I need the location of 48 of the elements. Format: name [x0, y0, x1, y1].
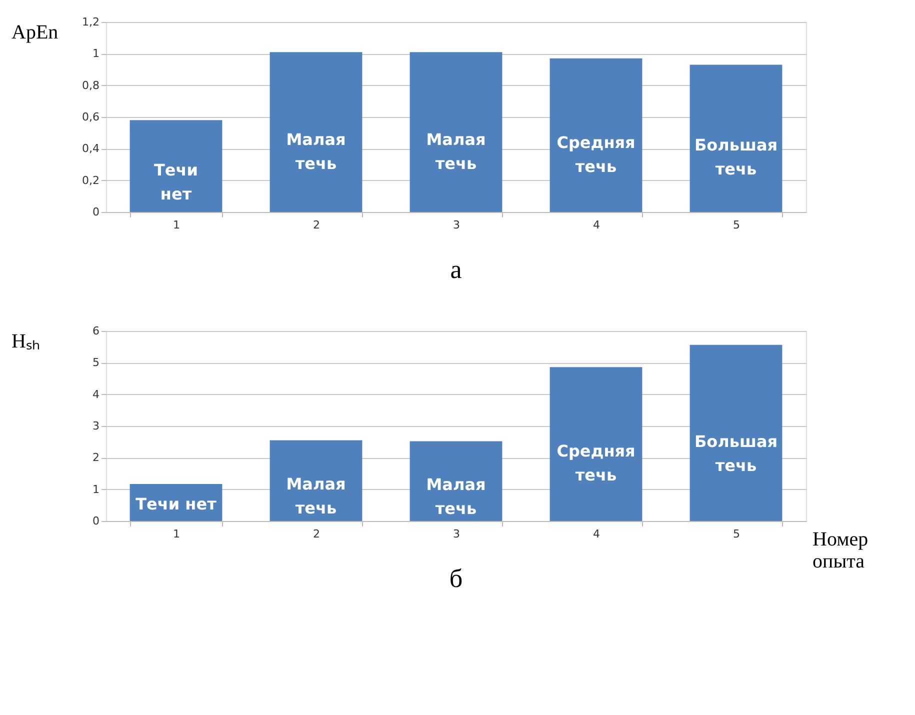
bar [550, 367, 642, 521]
x-tick-label: 3 [453, 218, 460, 232]
x-tick-label: 2 [313, 218, 320, 232]
bar [270, 440, 362, 521]
y-tick-label: 0,6 [82, 110, 100, 124]
bar [130, 120, 222, 212]
y-tick-label: 0,8 [82, 78, 100, 92]
annotation: Малая течь [286, 474, 346, 518]
y-tick-label: 0,2 [82, 174, 100, 187]
y-tick-label: 6 [92, 324, 100, 338]
annotation: Средняя течь [556, 442, 636, 485]
x-tick-label: 5 [733, 528, 740, 540]
annotation: Течи нет [154, 160, 198, 204]
y-tick-label: 3 [92, 420, 100, 432]
annotation: Средняя течь [556, 132, 636, 176]
bar [410, 441, 502, 521]
annotation: Большая течь [694, 432, 778, 475]
y-tick-label: 1 [92, 482, 100, 496]
annotation: Малая течь [426, 475, 486, 518]
bar [550, 58, 642, 212]
y-tick-label: 2 [92, 451, 100, 464]
annotation: Течи нет [136, 494, 218, 514]
y-tick-label: 0 [92, 514, 100, 528]
y-tick-label: 0,4 [82, 142, 100, 156]
y-tick-label: 4 [92, 388, 100, 401]
text: б [449, 564, 463, 593]
y-tick-label: 5 [92, 356, 100, 370]
y-tick-label: 1 [92, 47, 100, 60]
bar [270, 52, 362, 212]
x-tick-label: 4 [593, 218, 600, 232]
y-axis-title: Hₛₕ [12, 330, 40, 352]
x-tick-label: 2 [313, 528, 320, 540]
x-tick-label: 4 [593, 528, 600, 540]
x-axis-title: Номер опыта [812, 528, 868, 572]
annotation: Малая течь [286, 130, 346, 174]
bar [690, 344, 782, 521]
x-tick-label: 3 [453, 528, 460, 540]
y-tick-label: 1,2 [82, 16, 100, 28]
text: а [450, 255, 462, 284]
annotation: Большая течь [694, 136, 778, 179]
annotation: Малая течь [426, 130, 486, 174]
x-tick-label: 5 [733, 218, 740, 232]
y-tick-label: 0 [92, 206, 100, 218]
bar [410, 52, 502, 212]
x-tick-label: 1 [173, 528, 180, 540]
x-tick-label: 1 [173, 218, 180, 232]
y-axis-title: ApEn [12, 22, 58, 44]
bar [690, 64, 782, 212]
